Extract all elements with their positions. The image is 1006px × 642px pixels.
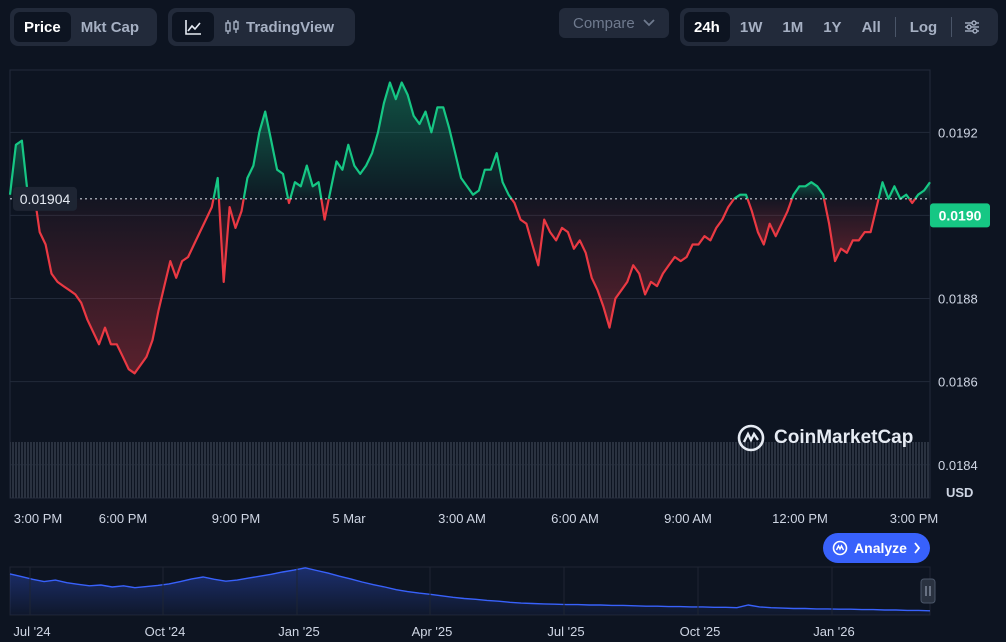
x-tick-label: 9:00 AM bbox=[664, 511, 712, 526]
area-down bbox=[511, 198, 735, 328]
y-tick-label: 0.0186 bbox=[938, 375, 978, 390]
coinmarketcap-icon bbox=[737, 424, 765, 452]
y-tick-label: 0.0192 bbox=[938, 125, 978, 140]
settings-button[interactable] bbox=[956, 12, 988, 42]
y-tick-label: 0.0188 bbox=[938, 292, 978, 307]
range-navigator[interactable]: Jul '24 Oct '24 Jan '25 Apr '25 Jul '25 Oct '… bbox=[9, 566, 936, 639]
analyze-icon bbox=[832, 540, 848, 556]
line-down bbox=[217, 198, 245, 283]
tradingview-label: TradingView bbox=[246, 18, 335, 36]
range-24h[interactable]: 24h bbox=[684, 12, 730, 42]
volume-bars bbox=[10, 442, 930, 498]
tab-mkt-cap[interactable]: Mkt Cap bbox=[80, 18, 140, 36]
chart-type-toggle: TradingView bbox=[168, 8, 355, 46]
line-up bbox=[242, 110, 290, 200]
x-tick-label: 3:00 PM bbox=[14, 511, 62, 526]
price-badges: 0.01904 0.0190 bbox=[13, 186, 990, 228]
tradingview-button[interactable]: TradingView bbox=[214, 12, 344, 42]
baseline-value: 0.01904 bbox=[20, 191, 71, 207]
divider bbox=[894, 17, 896, 37]
candlestick-icon bbox=[225, 20, 239, 34]
range-selector: 24h 1W 1M 1Y All Log bbox=[680, 8, 998, 46]
range-1m[interactable]: 1M bbox=[782, 18, 804, 36]
area-up bbox=[10, 140, 35, 199]
currency-label: USD bbox=[946, 485, 973, 500]
compare-label: Compare bbox=[573, 14, 635, 32]
baseline-badge bbox=[13, 186, 77, 211]
navigator-tick-label: Apr '25 bbox=[412, 624, 453, 639]
line-up bbox=[212, 176, 220, 200]
current-price-value: 0.0190 bbox=[939, 207, 982, 223]
x-tick-label: 3:00 PM bbox=[890, 511, 938, 526]
chevron-right-icon bbox=[914, 542, 921, 554]
line-chart-icon bbox=[185, 20, 201, 35]
line-up bbox=[733, 193, 749, 200]
x-tick-label: 12:00 PM bbox=[772, 511, 828, 526]
navigator-tick-label: Jul '25 bbox=[547, 624, 584, 639]
price-mktcap-toggle: Price Mkt Cap bbox=[10, 8, 157, 46]
x-tick-label: 6:00 AM bbox=[551, 511, 599, 526]
line-up bbox=[914, 181, 931, 200]
sliders-icon bbox=[965, 20, 980, 34]
line-chart-button[interactable] bbox=[172, 12, 214, 42]
log-scale-toggle[interactable]: Log bbox=[909, 18, 938, 36]
price-line bbox=[8, 81, 931, 375]
line-down bbox=[33, 198, 215, 375]
range-1y[interactable]: 1Y bbox=[823, 18, 842, 36]
x-tick-label: 5 Mar bbox=[332, 511, 366, 526]
price-area bbox=[10, 82, 930, 374]
brand-name: CoinMarketCap bbox=[774, 427, 914, 448]
x-axis: 3:00 PM 6:00 PM 9:00 PM 5 Mar 3:00 AM 6:00 AM… bbox=[14, 511, 938, 526]
area-down bbox=[34, 198, 214, 374]
analyze-label: Analyze bbox=[854, 540, 907, 556]
navigator-tick-label: Oct '25 bbox=[680, 624, 721, 639]
line-up bbox=[790, 181, 826, 200]
navigator-area bbox=[10, 567, 930, 615]
area-up bbox=[290, 165, 322, 199]
area-down bbox=[824, 198, 879, 262]
line-down bbox=[320, 198, 330, 221]
line-down bbox=[822, 198, 880, 263]
line-down bbox=[908, 198, 917, 205]
x-tick-label: 9:00 PM bbox=[212, 511, 260, 526]
divider bbox=[951, 17, 953, 37]
tab-price[interactable]: Price bbox=[14, 12, 71, 42]
line-up bbox=[327, 81, 513, 200]
line-down bbox=[287, 198, 292, 205]
range-1w[interactable]: 1W bbox=[739, 18, 763, 36]
navigator-tick-label: Oct '24 bbox=[145, 624, 186, 639]
area-up bbox=[328, 82, 512, 199]
line-up bbox=[289, 164, 323, 200]
line-down bbox=[746, 198, 794, 246]
navigator-tick-label: Jan '26 bbox=[813, 624, 855, 639]
navigator-tick-label: Jul '24 bbox=[13, 624, 50, 639]
chevron-down-icon bbox=[643, 19, 655, 27]
navigator-handle[interactable] bbox=[920, 578, 936, 604]
navigator-tick-label: Jan '25 bbox=[278, 624, 320, 639]
x-tick-label: 3:00 AM bbox=[438, 511, 486, 526]
line-up bbox=[877, 181, 911, 200]
x-tick-label: 6:00 PM bbox=[99, 511, 147, 526]
analyze-button[interactable]: Analyze bbox=[823, 533, 930, 563]
range-all[interactable]: All bbox=[861, 18, 881, 36]
coinmarketcap-logo: CoinMarketCap bbox=[736, 423, 913, 453]
area-up bbox=[243, 111, 289, 199]
compare-dropdown[interactable]: Compare bbox=[559, 8, 669, 38]
line-down bbox=[510, 198, 735, 329]
y-tick-label: 0.0184 bbox=[938, 458, 978, 473]
current-price-badge bbox=[930, 203, 990, 228]
